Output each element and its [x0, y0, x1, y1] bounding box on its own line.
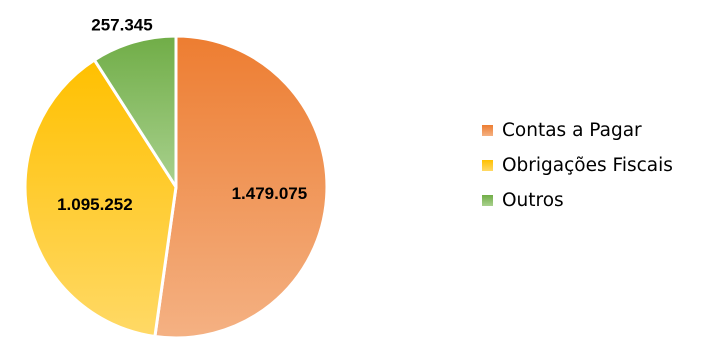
legend-swatch-obrigacoes-fiscais — [482, 160, 493, 171]
legend-swatch-contas-a-pagar — [482, 125, 493, 136]
data-label-outros: 257.345 — [91, 16, 152, 35]
pie-chart: 1.479.075 1.095.252 257.345 — [23, 16, 329, 337]
legend-swatch-outros — [482, 195, 493, 206]
legend-item-outros: Outros — [482, 184, 673, 217]
legend-label-outros: Outros — [502, 190, 564, 211]
legend-item-contas-a-pagar: Contas a Pagar — [482, 114, 673, 147]
pie-slice-contas-a-pagar — [153, 34, 329, 337]
data-label-obrigacoes-fiscais: 1.095.252 — [57, 195, 133, 214]
legend-item-obrigacoes-fiscais: Obrigações Fiscais — [482, 149, 673, 182]
legend-label-obrigacoes-fiscais: Obrigações Fiscais — [502, 155, 673, 176]
data-label-contas-a-pagar: 1.479.075 — [232, 184, 308, 203]
pie-slice-outros — [92, 34, 178, 189]
legend-label-contas-a-pagar: Contas a Pagar — [502, 120, 642, 141]
legend: Contas a Pagar Obrigações Fiscais Outros — [482, 114, 673, 219]
